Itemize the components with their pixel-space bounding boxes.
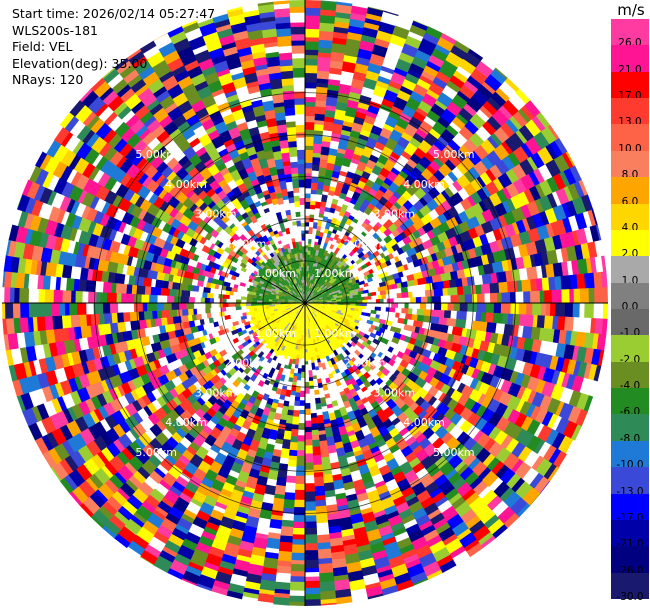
colorbar-swatch — [611, 309, 649, 336]
plot-axes — [2, 0, 608, 606]
range-ring — [178, 176, 432, 430]
elevation-text: Elevation(deg): 35.00 — [12, 55, 148, 71]
colorbar-swatch — [611, 177, 649, 205]
range-ring-label: 1.00km — [314, 267, 356, 280]
colorbar-swatch — [611, 572, 649, 600]
start-time-text: Start time: 2026/02/14 05:27:47 — [12, 6, 216, 21]
range-ring — [262, 260, 348, 346]
range-ring-label: 1.00km — [314, 327, 356, 340]
range-ring-label: 2.00km — [225, 238, 267, 251]
range-ring — [94, 92, 516, 514]
colorbar-swatch — [611, 440, 649, 468]
range-ring-label: 2.00km — [344, 357, 386, 370]
range-ring-label: 4.00km — [403, 178, 445, 191]
colorbar-swatch — [611, 256, 649, 284]
colorbar-tick-label: -30.0 — [616, 591, 644, 603]
colorbar: 26.0 21.0 17.0 13.0 10.0 8.0 6.0 4.0 2.0 1.0 0.0 -1… — [611, 19, 649, 603]
instrument-text: WLS200s-181 — [12, 22, 98, 38]
range-ring-label: 4.00km — [403, 416, 445, 429]
range-ring-label: 5.00km — [135, 148, 177, 161]
colorbar-swatch — [611, 71, 649, 99]
range-rings: 1.00km 1.00km 1.00km 1.00km 2.00km 2.00km 2.00… — [94, 92, 516, 514]
colorbar-swatch — [611, 414, 649, 442]
range-ring-label: 3.00km — [374, 208, 416, 221]
range-ring-label: 4.00km — [165, 416, 207, 429]
colorbar-swatch — [611, 124, 649, 152]
range-ring-label: 5.00km — [433, 148, 475, 161]
colorbar-swatch — [611, 98, 649, 125]
range-ring-label: 2.00km — [344, 238, 386, 251]
range-ring-label: 4.00km — [165, 178, 207, 191]
range-ring-label: 5.00km — [135, 446, 177, 459]
colorbar-swatch — [611, 361, 649, 389]
range-ring-label: 3.00km — [195, 208, 237, 221]
range-ring-label: 1.00km — [254, 327, 296, 340]
range-ring-label: 3.00km — [195, 386, 237, 399]
colorbar-swatch — [611, 19, 649, 46]
range-ring — [136, 134, 474, 472]
nrays-text: NRays: 120 — [12, 72, 84, 87]
range-ring — [220, 218, 390, 388]
colorbar-swatch — [611, 282, 649, 310]
colorbar-swatch — [611, 493, 649, 521]
range-ring-label: 3.00km — [374, 386, 416, 399]
scan-info: Start time: 2026/02/14 05:27:47 WLS200s-… — [12, 6, 215, 89]
colorbar-swatch — [611, 335, 649, 363]
range-ring-label: 1.00km — [254, 267, 296, 280]
colorbar-swatch — [611, 45, 649, 73]
colorbar-swatch — [611, 546, 649, 574]
field-text: Field: VEL — [12, 39, 73, 54]
colorbar-swatch — [611, 388, 649, 415]
colorbar-swatch — [611, 467, 649, 495]
range-ring-label: 2.00km — [225, 357, 267, 370]
range-ring-label: 5.00km — [433, 446, 475, 459]
colorbar-unit: m/s — [617, 1, 645, 19]
colorbar-swatch — [611, 150, 649, 178]
colorbar-swatch — [611, 519, 649, 547]
colorbar-swatch — [611, 229, 649, 257]
colorbar-swatch — [611, 203, 649, 231]
